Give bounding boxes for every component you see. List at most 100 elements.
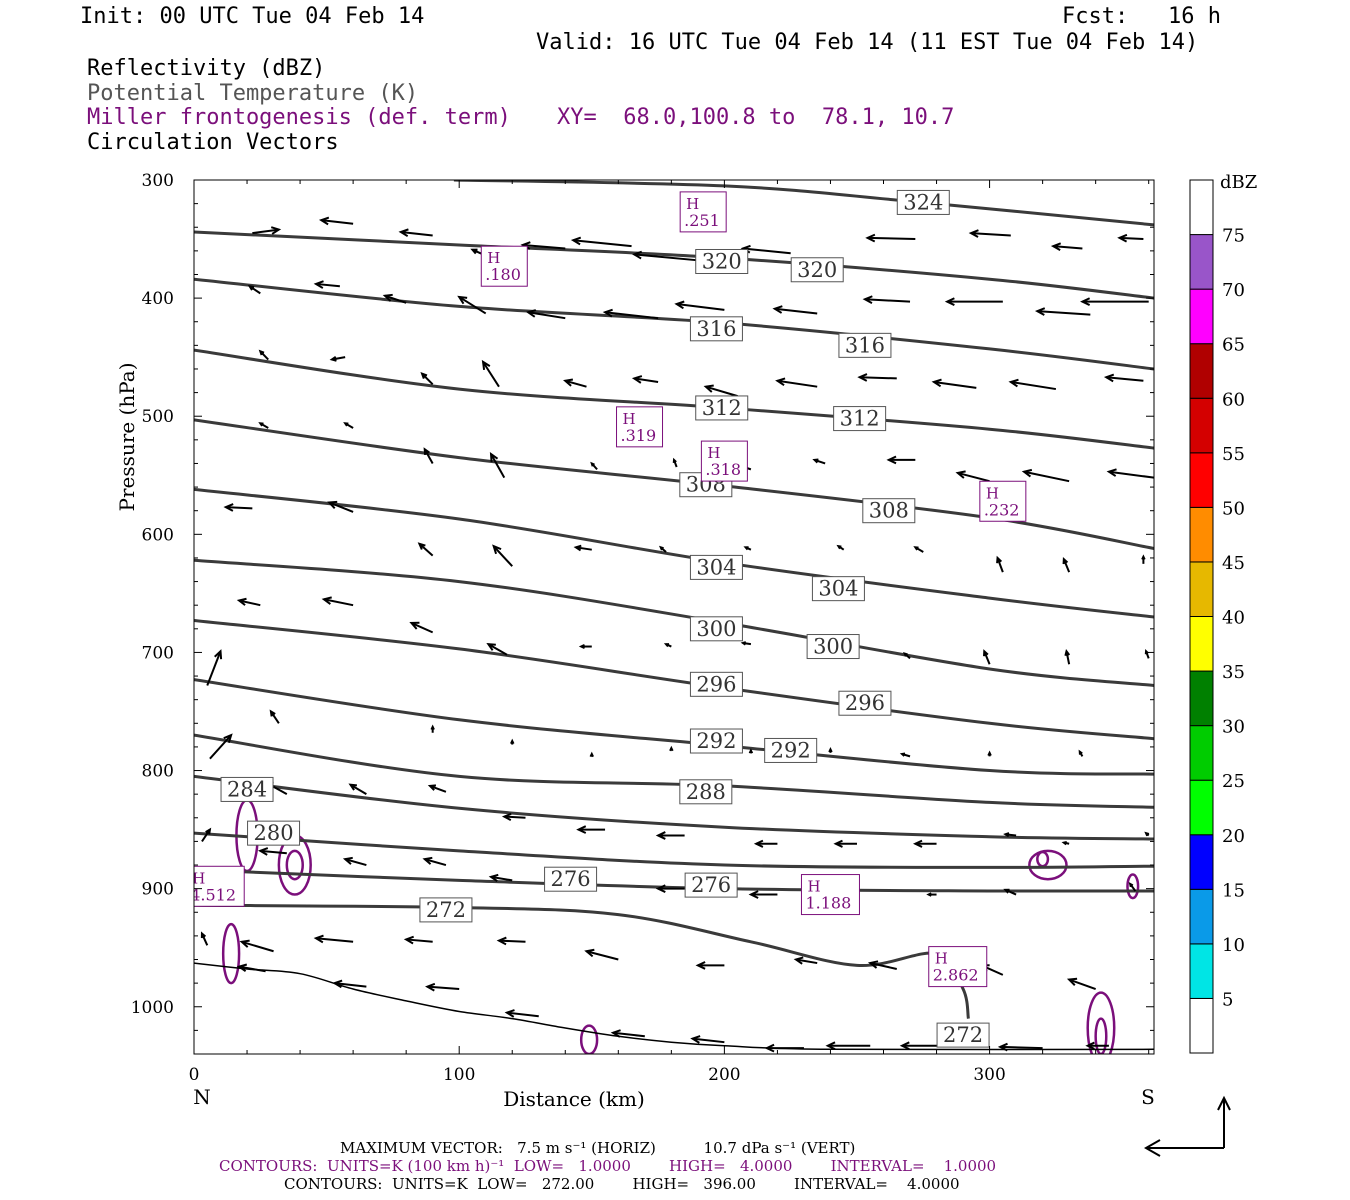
colorbar-label: 65	[1222, 335, 1245, 356]
circulation-vector-head	[504, 1009, 515, 1018]
x-tick-label: 200	[708, 1065, 740, 1085]
contour-label: 304	[818, 577, 858, 601]
circulation-vector	[676, 303, 725, 311]
circulation-vector	[506, 1011, 539, 1018]
circulation-vector	[315, 937, 354, 943]
circulation-vector	[334, 982, 367, 988]
circulation-vector-head	[578, 644, 585, 650]
contour-label-box	[689, 671, 743, 697]
contour-label-box	[806, 634, 860, 660]
contour-label: 272	[426, 898, 466, 922]
circulation-vector-head	[899, 1041, 910, 1051]
theta-contour-324	[453, 180, 1154, 227]
circulation-vector	[238, 965, 266, 973]
colorbar-swatch	[1189, 834, 1214, 890]
fronto-max-value: .180	[485, 265, 521, 284]
circulation-vector-head	[427, 784, 437, 791]
circulation-vector	[421, 372, 434, 386]
circulation-vector-head	[631, 375, 643, 384]
circulation-vector	[1037, 310, 1091, 316]
circulation-vector-head	[348, 783, 358, 791]
circulation-vector	[323, 598, 354, 607]
circulation-vector	[634, 377, 659, 383]
fronto-max-box	[194, 865, 245, 907]
frontogenesis-contour	[1126, 873, 1140, 900]
colorbar-label: 60	[1222, 389, 1245, 410]
colorbar-label: 15	[1222, 880, 1245, 901]
circulation-vector-head	[1003, 888, 1010, 894]
circulation-vector-head	[430, 724, 435, 730]
contour-label-box	[689, 554, 743, 580]
colorbar-swatch	[1189, 452, 1214, 508]
circulation-vector	[406, 938, 433, 943]
fronto-max-value: .319	[621, 426, 657, 445]
circulation-vector	[424, 858, 447, 866]
field-miller: Miller frontogenesis (def. term)	[87, 105, 511, 130]
x-end-label-south: S	[1141, 1085, 1155, 1109]
circulation-vector	[1108, 470, 1154, 479]
circulation-vector-head	[423, 447, 430, 456]
fronto-max-box	[679, 191, 727, 233]
circulation-vector-head	[200, 931, 207, 939]
circulation-vector	[1000, 1045, 1043, 1050]
x-axis-title: Distance (km)	[503, 1087, 645, 1111]
theta-contour-316	[194, 277, 1154, 371]
circulation-vector	[527, 311, 566, 320]
x-end-label-north: N	[193, 1085, 211, 1109]
circulation-vector-head	[828, 746, 833, 753]
contour-label: 296	[845, 691, 885, 715]
contour-label: 320	[702, 249, 742, 273]
y-tick-label: 700	[142, 643, 174, 663]
circulation-vector	[504, 815, 526, 819]
circulation-vector-head	[486, 643, 496, 651]
y-axis-title: Pressure (hPa)	[115, 363, 139, 512]
contour-label-box	[936, 1022, 990, 1048]
circulation-vector-head	[239, 939, 250, 948]
y-tick-label: 300	[142, 171, 174, 191]
circulation-vector-head	[1085, 1041, 1095, 1050]
colorbar-swatch	[1189, 397, 1214, 454]
circulation-vector-head	[987, 750, 992, 756]
circulation-vector	[604, 311, 659, 320]
contour-label: 324	[903, 190, 943, 214]
colorbar-label: 70	[1222, 280, 1245, 301]
contour-label-box	[419, 897, 473, 923]
circulation-vector	[349, 783, 367, 796]
circulation-vector-head	[1064, 648, 1071, 656]
contour-label-box	[833, 406, 887, 432]
vector-key-vertical-head	[1217, 1095, 1231, 1111]
circulation-vector-head	[867, 960, 879, 969]
circulation-vector-head	[931, 378, 942, 388]
contour-label-box	[838, 332, 892, 358]
contour-label: 320	[797, 258, 837, 282]
circulation-vector-head	[589, 751, 594, 758]
contour-label-box	[862, 498, 916, 524]
circulation-vector	[201, 829, 211, 842]
colorbar-label: 20	[1222, 826, 1245, 847]
contour-label: 316	[696, 317, 736, 341]
fronto-max-label: H	[487, 249, 500, 267]
contour-label-box	[896, 189, 950, 215]
fronto-max-label: H	[623, 410, 636, 428]
circulation-vector	[458, 296, 487, 315]
circulation-vector	[225, 506, 253, 510]
circulation-vector-head	[258, 422, 264, 427]
circulation-vector-head	[570, 236, 582, 246]
colorbar-label: 30	[1222, 717, 1245, 738]
circulation-vector-head	[576, 825, 587, 834]
init-time: Init: 00 UTC Tue 04 Feb 14	[80, 4, 425, 29]
circulation-vector-head	[425, 982, 436, 992]
circulation-vector-head	[658, 545, 664, 551]
colorbar-swatch	[1189, 179, 1214, 236]
fronto-max-label: H	[986, 484, 999, 502]
x-tick-label: 0	[189, 1065, 200, 1085]
circulation-vector-head	[753, 839, 764, 848]
circulation-vector	[565, 379, 587, 388]
circulation-vector-head	[610, 1029, 621, 1038]
contour-label-box	[544, 866, 598, 892]
fronto-max-box	[979, 480, 1027, 522]
circulation-vector	[1119, 236, 1144, 241]
circulation-vector	[328, 501, 354, 513]
circulation-vector-head	[247, 284, 255, 291]
circulation-vector	[206, 650, 222, 686]
